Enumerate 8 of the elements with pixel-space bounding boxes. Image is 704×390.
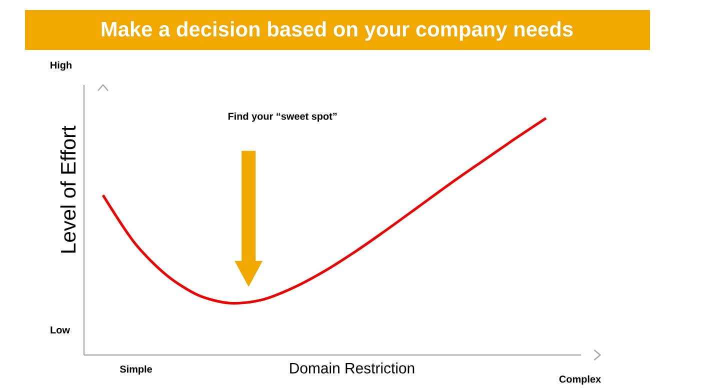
- y-axis-title: Level of Effort: [60, 126, 76, 253]
- x-axis-title: Domain Restriction: [290, 362, 414, 374]
- text: Complex: [559, 375, 601, 385]
- text: High: [50, 61, 72, 71]
- text: Low: [50, 326, 70, 334]
- annotation: Find your “sweet spot”: [228, 112, 337, 122]
- chart-title: Make a decision based on your company needs: [102, 21, 573, 41]
- text: Simple: [120, 365, 152, 375]
